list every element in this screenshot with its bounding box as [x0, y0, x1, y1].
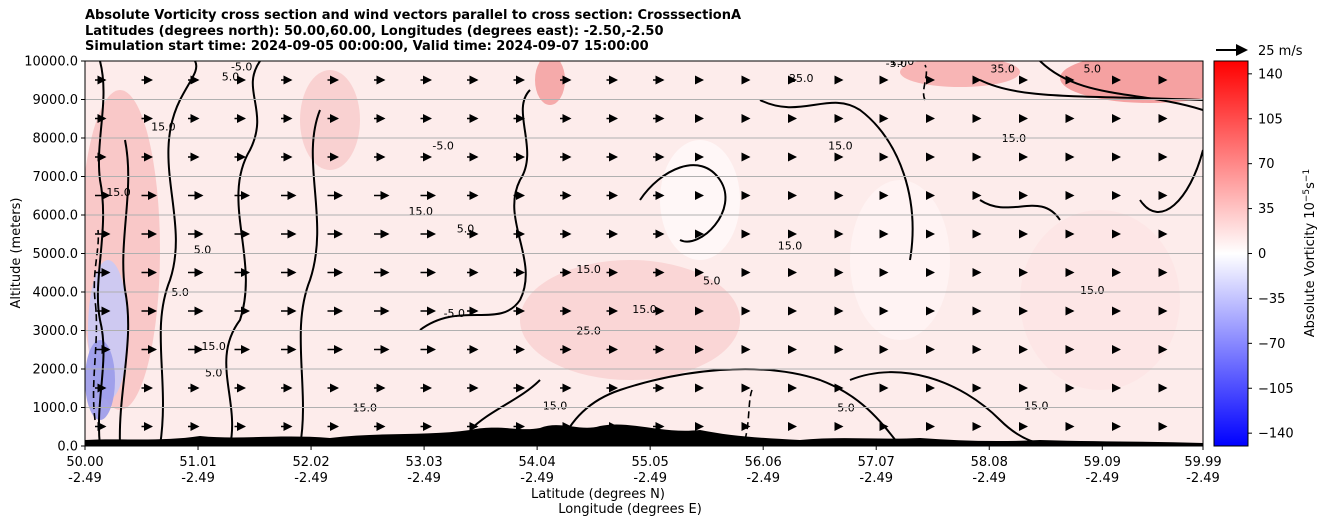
y-axis: 0.0 1000.0 2000.0 3000.0 4000.0 5000.0 6000.0 7… — [24, 55, 85, 455]
x-tick-label-lat: 50.00 — [66, 455, 103, 470]
contour-label: 15.0 — [201, 340, 226, 353]
contour-label: 15.0 — [106, 186, 131, 199]
contour-label: 15.0 — [778, 240, 803, 253]
colorbar-tick-label: 70 — [1258, 157, 1275, 172]
contour-label: -5.0 — [444, 307, 465, 320]
y-tick-label: 10000.0 — [24, 55, 78, 70]
y-tick-label: 7000.0 — [33, 170, 79, 185]
colorbar-tick-label: −140 — [1258, 427, 1294, 442]
x-tick-label-lat: 54.04 — [519, 455, 556, 470]
x-axis-label-latitude: Latitude (degrees N) — [531, 487, 665, 502]
y-tick-label: 5000.0 — [33, 247, 79, 262]
chart-title: Absolute Vorticity cross section and win… — [85, 8, 741, 55]
y-tick-label: 6000.0 — [33, 209, 79, 224]
x-tick-label-lat: 57.07 — [858, 455, 895, 470]
plot-area: 5.0-5.015.015.05.05.015.05.0-5.0-5.015.0… — [84, 55, 1204, 447]
x-tick-label-lon: -2.49 — [294, 471, 328, 486]
colorbar-tick-label: 140 — [1258, 67, 1283, 82]
contour-label: -5.0 — [231, 61, 252, 74]
x-tick-label-lat: 56.06 — [745, 455, 782, 470]
x-tick-label-lon: -2.49 — [520, 471, 554, 486]
contour-label: 5.0 — [703, 274, 721, 287]
x-axis-label-longitude: Longitude (degrees E) — [558, 502, 702, 517]
x-tick-label-lat: 59.99 — [1184, 455, 1221, 470]
contour-label: 35.0 — [990, 63, 1015, 76]
y-tick-label: 9000.0 — [33, 93, 79, 108]
contour-label: 15.0 — [576, 263, 601, 276]
y-tick-label: 0.0 — [57, 440, 78, 455]
x-tick-label-lat: 58.08 — [971, 455, 1008, 470]
wind-vectors — [95, 75, 1168, 431]
contour-label: 5.0 — [457, 222, 475, 235]
colorbar: 140 105 70 35 0 −35 −70 −105 −140 Absolute Vorti… — [1213, 60, 1318, 447]
colorbar-bar — [1213, 60, 1249, 447]
colorbar-ticks: 140 105 70 35 0 −35 −70 −105 −140 — [1248, 67, 1294, 442]
colorbar-tick-label: −70 — [1258, 337, 1285, 352]
vorticity-field: 5.0-5.015.015.05.05.015.05.0-5.0-5.015.0… — [85, 55, 1203, 446]
contour-label: 15.0 — [151, 120, 176, 133]
x-tick-label-lon: -2.49 — [746, 471, 780, 486]
colorbar-tick-label: −35 — [1258, 292, 1285, 307]
contour-label: -5.0 — [432, 140, 453, 153]
y-tick-label: 1000.0 — [33, 401, 79, 416]
x-tick-label-lat: 55.05 — [632, 455, 669, 470]
x-tick-label-lon: -2.49 — [407, 471, 441, 486]
quiver-key: 25 m/s — [1216, 44, 1303, 59]
contour-label: 5.0 — [194, 244, 212, 257]
grid-lines — [85, 99, 1203, 408]
y-tick-label: 4000.0 — [33, 286, 79, 301]
colorbar-label: Absolute Vorticity 10−5s−1 — [1302, 169, 1318, 337]
x-tick-label-lon: -2.49 — [181, 471, 215, 486]
contour-label: 15.0 — [828, 140, 853, 153]
contour-label: 15.0 — [1024, 399, 1049, 412]
colorbar-tick-label: −105 — [1258, 382, 1294, 397]
x-tick-label-lon: -2.49 — [972, 471, 1006, 486]
x-axis: 50.00-2.4951.01-2.4952.02-2.4953.03-2.49… — [66, 446, 1222, 486]
x-tick-label-lat: 59.09 — [1084, 455, 1121, 470]
contour-label: 15.0 — [1080, 284, 1105, 297]
quiver-key-label: 25 m/s — [1258, 44, 1303, 59]
colorbar-tick-label: 0 — [1258, 247, 1266, 262]
x-tick-label-lat: 53.03 — [405, 455, 442, 470]
x-tick-label-lon: -2.49 — [633, 471, 667, 486]
x-tick-label-lat: 52.02 — [292, 455, 329, 470]
x-tick-label-lon: -2.49 — [859, 471, 893, 486]
y-tick-label: 8000.0 — [33, 132, 79, 147]
contour-label: 15.0 — [890, 55, 915, 68]
contour-label: 15.0 — [632, 303, 657, 316]
y-tick-label: 3000.0 — [33, 324, 79, 339]
contour-label: -5.0 — [886, 57, 907, 70]
contour-label: 5.0 — [222, 70, 240, 83]
contour-labels: 5.0-5.015.015.05.05.015.05.0-5.0-5.015.0… — [106, 55, 1105, 414]
y-tick-label: 2000.0 — [33, 363, 79, 378]
contour-label: 15.0 — [408, 205, 433, 218]
title-line-1: Absolute Vorticity cross section and win… — [85, 8, 742, 23]
x-tick-label-lon: -2.49 — [1085, 471, 1119, 486]
contour-label: 5.0 — [1083, 63, 1101, 76]
y-axis-label: Altitude (meters) — [9, 198, 24, 309]
contour-label: 15.0 — [543, 399, 568, 412]
contour-label: 25.0 — [789, 72, 814, 85]
colorbar-tick-label: 35 — [1258, 202, 1275, 217]
x-tick-label-lon: -2.49 — [68, 471, 102, 486]
contour-label: 5.0 — [205, 367, 223, 380]
title-line-2: Latitudes (degrees north): 50.00,60.00, … — [85, 23, 664, 39]
x-tick-label-lat: 51.01 — [179, 455, 216, 470]
title-line-3: Simulation start time: 2024-09-05 00:00:… — [85, 39, 649, 54]
x-tick-label-lon: -2.49 — [1186, 471, 1220, 486]
colorbar-tick-label: 105 — [1258, 112, 1283, 127]
